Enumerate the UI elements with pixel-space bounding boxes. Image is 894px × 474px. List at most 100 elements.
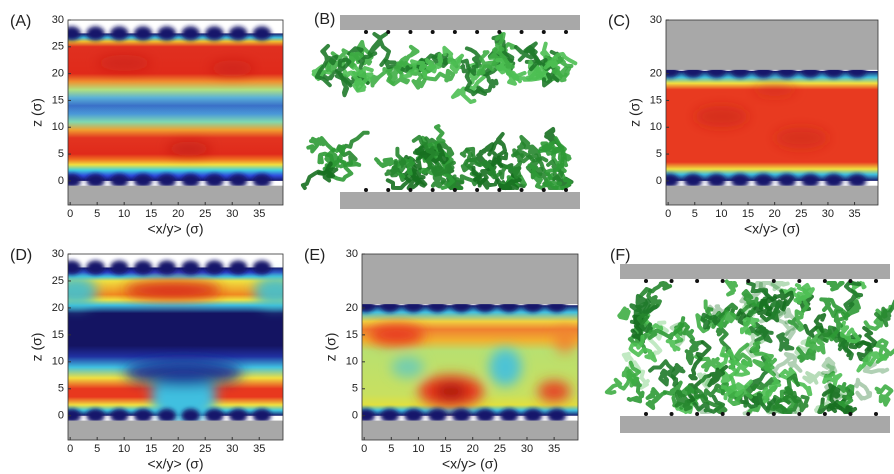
polymer-chain [398,61,427,90]
heatmap-field [362,254,578,440]
polymer-chain [776,332,795,352]
polymer-chain [475,65,499,94]
polymer-chain [873,338,894,364]
anchor [452,188,457,192]
x-tick-label: 20 [172,443,184,455]
anchor [797,279,802,283]
anchor [771,279,776,283]
site [205,26,224,41]
site [362,408,376,423]
y-tick-label: 20 [52,302,64,314]
y-tick-label: 25 [52,41,64,53]
polymer-chain [425,52,444,74]
anchor [541,188,546,192]
polymer-chain [787,300,810,332]
y-tick-label: 30 [346,248,358,260]
polymer-chain [367,32,391,67]
polymer-chain [354,66,374,92]
y-tick-label: 20 [346,302,358,314]
polymer-chain [874,299,894,328]
polymer-chain [750,340,775,372]
polymer-chain [356,40,374,66]
polymer-chain [669,321,690,348]
site [252,408,272,423]
x-tick-label: 30 [226,443,238,455]
polymer-chain [757,296,778,317]
y-tick-label: 0 [58,410,64,422]
polymer-chain [621,351,650,390]
anchor [430,188,435,192]
site [181,173,200,188]
polymer-chain [739,281,768,309]
polymer-chain [424,136,455,159]
axes-frame [665,19,879,206]
polymer-chain [754,281,782,292]
site [754,173,773,188]
y-tick-label: 25 [52,275,64,287]
site [205,260,224,275]
polymer-chain [630,314,645,344]
site [404,408,423,423]
polymer-chain [693,383,725,401]
anchor [874,412,878,416]
x-tick-label: 15 [439,443,451,455]
site [801,173,820,188]
anchor [669,279,674,283]
x-tick-label: 10 [715,208,727,220]
y-tick-label: 30 [52,14,64,26]
polymer-chain [803,313,827,338]
site [68,260,81,275]
heatmap-panel: 0 5 10 15 20 25 30 35 0 5 10 15 20 25 30 <x/y> (σ) z (σ)… [10,247,284,472]
x-tick-label: 5 [692,208,698,220]
polymer-chain [430,165,447,189]
site [228,260,248,275]
polymer-chain [805,336,826,355]
y-axis-label: z (σ) [627,98,643,127]
anchor [364,188,368,192]
y-tick-label: 5 [656,148,662,160]
blob [369,324,424,346]
polymer-chain [694,354,722,373]
field-blobs [97,54,254,156]
polymer-chain [828,309,850,342]
polymer-chain [874,384,894,407]
polymer-chain [826,403,858,414]
blob [434,383,468,400]
blob [253,275,283,308]
polymer-chain [300,167,339,190]
blob [124,280,222,300]
wall [666,185,878,205]
x-tick-label: 15 [145,443,157,455]
anchor [746,279,751,283]
polymer-chain [837,382,855,412]
polymer-chain [450,74,487,104]
site [110,260,129,275]
y-tick-label: 30 [52,248,64,260]
heatmap-panel: 0 5 10 15 20 25 30 35 0 5 10 15 20 30 <x/y> (σ) z (σ) (C… [608,13,879,237]
y-tick-label: 10 [52,356,64,368]
bottom-wall [620,416,890,433]
blob [97,54,152,71]
polymer-chain [665,327,684,352]
polymer-chain [853,334,873,363]
x-tick-label: 30 [521,443,533,455]
site [252,173,272,188]
site [110,26,129,41]
blob [124,359,244,387]
heatmap-panel: 0 5 10 15 20 25 30 35 0 5 10 15 20 30 <x/y> (σ) z (σ) (E… [304,247,579,472]
polymer-chain [370,67,393,88]
anchor [822,412,827,416]
polymer-chain [475,142,495,172]
site [68,408,81,423]
polymer-chain [471,165,499,190]
polymer-chain [636,288,662,326]
polymer-chain [476,50,497,76]
y-tick-label: 5 [58,148,64,160]
anchor [386,188,391,192]
y-tick-label: 20 [52,68,64,80]
x-tick-label: 25 [795,208,807,220]
anchor [564,188,568,192]
polymer-chain [317,161,336,183]
anchor [519,188,524,192]
